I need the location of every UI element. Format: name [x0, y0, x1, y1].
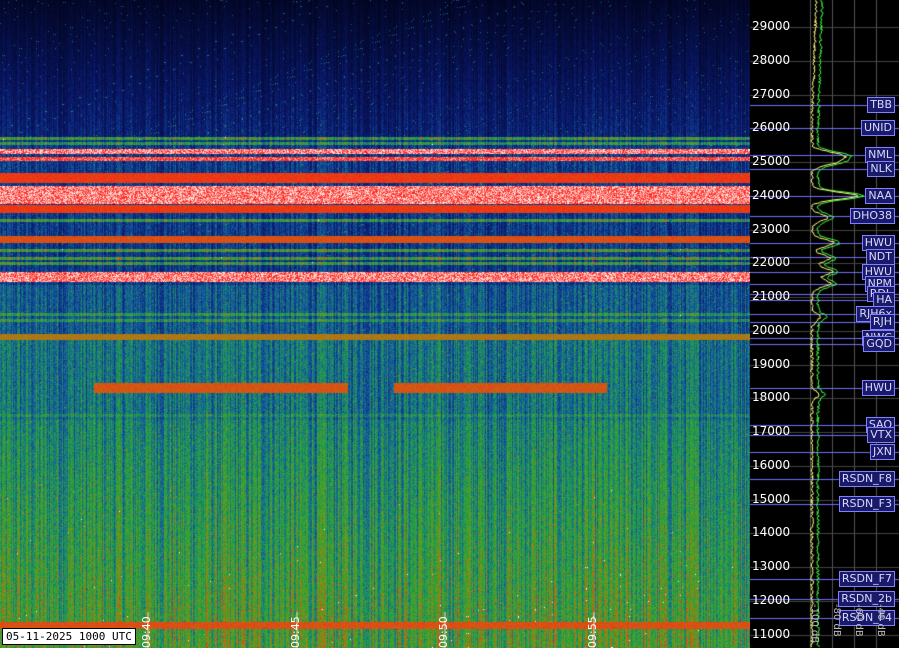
frequency-tick-label: 18000: [752, 390, 791, 404]
station-label: VTX: [867, 427, 895, 443]
time-tick-label: 09:50: [437, 616, 450, 648]
frequency-tick-label: 29000: [752, 19, 791, 33]
station-label: RSDN_F4: [838, 610, 895, 626]
frequency-tick-label: 14000: [752, 525, 791, 539]
station-label: HA: [873, 292, 895, 308]
station-label: RSDN_F7: [838, 571, 895, 587]
station-label: NDT: [865, 249, 895, 265]
station-label: GQD: [863, 336, 895, 352]
frequency-tick-label: 15000: [752, 492, 791, 506]
frequency-tick-label: 22000: [752, 255, 791, 269]
time-tick-label: 09:55: [586, 616, 599, 648]
db-tick-label: -60 dB: [853, 604, 864, 637]
waterfall-spectrogram: [0, 0, 750, 648]
station-label: RJH: [869, 314, 895, 330]
frequency-tick-label: 23000: [752, 222, 791, 236]
station-label: NAA: [865, 188, 895, 204]
time-tick-label: 09:45: [289, 616, 302, 648]
frequency-tick-label: 24000: [752, 188, 791, 202]
station-label: NML: [865, 147, 895, 163]
station-label: TBB: [867, 97, 895, 113]
frequency-tick-label: 21000: [752, 289, 791, 303]
station-label: DHO38: [849, 208, 895, 224]
station-label: JXN: [869, 444, 895, 460]
db-tick-label: -40 dB: [875, 604, 886, 637]
station-label: HWU: [861, 380, 895, 396]
station-label: HWU: [861, 235, 895, 251]
frequency-tick-label: 27000: [752, 87, 791, 101]
frequency-tick-label: 12000: [752, 593, 791, 607]
timestamp-label: 05-11-2025 1000 UTC: [2, 628, 136, 645]
db-tick-label: -100 dB: [809, 604, 820, 644]
station-label: RSDN_2b: [838, 591, 895, 607]
frequency-tick-label: 11000: [752, 627, 791, 641]
frequency-tick-label: 20000: [752, 323, 791, 337]
frequency-tick-label: 26000: [752, 120, 791, 134]
station-label: UNID: [861, 120, 895, 136]
frequency-tick-label: 25000: [752, 154, 791, 168]
frequency-tick-label: 13000: [752, 559, 791, 573]
frequency-tick-label: 28000: [752, 53, 791, 67]
station-label: NLK: [867, 161, 895, 177]
time-tick-label: 09:40: [140, 616, 153, 648]
station-label: RSDN_F3: [838, 496, 895, 512]
frequency-tick-label: 17000: [752, 424, 791, 438]
db-tick-label: -80 dB: [831, 604, 842, 637]
station-label: RSDN_F8: [838, 471, 895, 487]
frequency-tick-label: 19000: [752, 357, 791, 371]
frequency-tick-label: 16000: [752, 458, 791, 472]
